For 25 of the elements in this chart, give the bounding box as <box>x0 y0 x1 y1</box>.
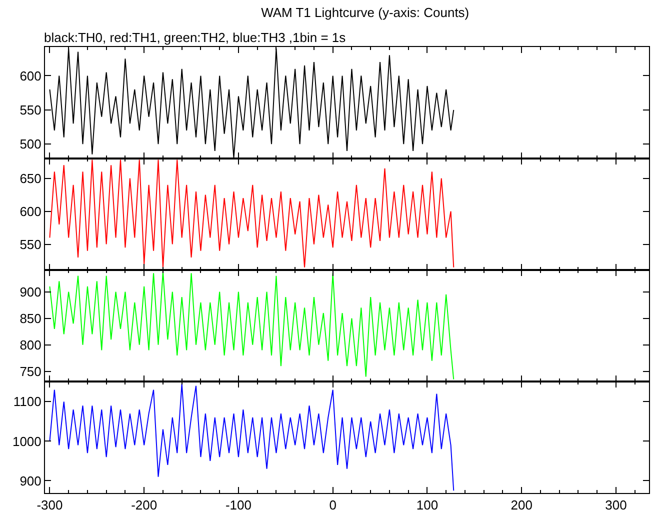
x-tick-label: 0 <box>329 498 336 513</box>
y-tick-label: 800 <box>20 337 42 352</box>
x-tick-label: 200 <box>510 498 532 513</box>
y-tick-label: 750 <box>20 364 42 379</box>
y-tick-label: 600 <box>20 68 42 84</box>
y-tick-label: 850 <box>20 310 42 326</box>
line-series <box>49 271 454 380</box>
x-tick-label: -300 <box>36 498 63 513</box>
y-tick-label: 650 <box>20 170 42 186</box>
line-series <box>49 383 454 492</box>
x-tick-label: -200 <box>131 498 158 513</box>
y-tick-label: 1000 <box>12 434 42 449</box>
y-tick-label: 600 <box>20 204 42 219</box>
y-tick-label: 900 <box>20 473 42 488</box>
x-tick-label: 100 <box>416 498 438 513</box>
x-tick-label: 300 <box>605 498 627 513</box>
chart-subtitle: black:TH0, red:TH1, green:TH2, blue:TH3 ,1bin = 1s <box>44 30 346 45</box>
y-tick-label: 550 <box>20 102 42 118</box>
y-tick-label: 550 <box>20 236 42 252</box>
y-tick-label: 900 <box>20 284 42 300</box>
y-tick-label: 1100 <box>13 394 42 410</box>
y-tick-label: 500 <box>20 136 42 152</box>
line-series <box>49 159 454 268</box>
x-tick-label: -100 <box>225 498 252 513</box>
chart-title: WAM T1 Lightcurve (y-axis: Counts) <box>261 4 470 20</box>
